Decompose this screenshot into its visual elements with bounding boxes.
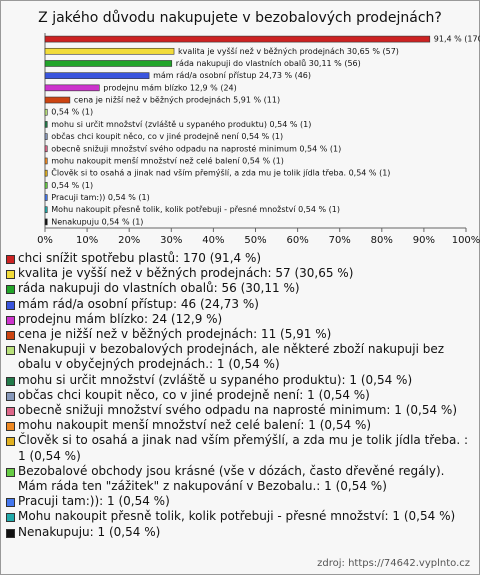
legend-item: Pracuji tam:)): 1 (0,54 %) [6, 494, 472, 509]
bar [44, 35, 431, 43]
x-tick-label: 40% [202, 235, 224, 246]
legend-swatch [6, 422, 15, 432]
legend-swatch [6, 300, 15, 310]
legend-swatch [6, 513, 15, 523]
value-label: kvalita je vyšší než v běžných prodejnác… [178, 46, 399, 56]
legend-label: Bezobalové obchody jsou krásné (vše v dó… [18, 463, 445, 494]
x-tick-label: 90% [413, 235, 435, 246]
legend-item: Mohu nakoupit přesně tolik, kolik potřeb… [6, 509, 472, 524]
legend-label: mám rád/a osobní přístup: 46 (24,73 %) [18, 296, 259, 311]
value-label: obecně snižuji množství svého odpadu na … [51, 143, 341, 153]
bar [44, 133, 48, 140]
bar [44, 169, 48, 177]
legend-swatch [6, 376, 15, 386]
legend-item: Nenakupuju: 1 (0,54 %) [6, 525, 472, 540]
value-label: cena je nižší než v běžných prodejnách 5… [74, 95, 280, 105]
legend-label: Nenakupuju: 1 (0,54 %) [18, 524, 161, 539]
chart: Z jakého důvodu nakupujete v bezobalovýc… [37, 10, 480, 246]
bar [44, 145, 48, 153]
bar [44, 194, 48, 201]
legend-label: občas chci koupit něco, co v jiné prodej… [18, 387, 370, 402]
x-tick-label: 10% [76, 235, 98, 246]
legend-item: cena je nižší než v běžných prodejnách: … [6, 327, 472, 342]
legend-swatch [6, 346, 15, 356]
legend-item: ráda nakupuji do vlastních obalů: 56 (30… [6, 281, 472, 296]
legend-swatch [6, 315, 15, 325]
value-label: 0,54 % (1) [51, 108, 93, 117]
legend-item: Nenakupuji v bezobalových prodejnách, al… [6, 342, 472, 372]
x-tick-label: 0% [37, 235, 53, 246]
legend-item: mohu nakoupit menší množství než celé ba… [6, 418, 472, 433]
legend-item: chci snížit spotřebu plastů: 170 (91,4 %… [6, 251, 472, 266]
legend-label: prodejnu mám blízko: 24 (12,9 %) [18, 311, 223, 326]
legend-swatch [6, 285, 15, 295]
x-tick-label: 70% [329, 235, 351, 246]
bar [44, 47, 175, 55]
x-tick-label: 20% [118, 235, 140, 246]
legend-swatch [6, 498, 15, 508]
bar [44, 157, 48, 165]
bar [44, 84, 100, 92]
legend-swatch [6, 270, 15, 280]
x-tick-label: 30% [160, 235, 182, 246]
bar [44, 206, 48, 214]
legend-item: prodejnu mám blízko: 24 (12,9 %) [6, 312, 472, 327]
bar [44, 218, 48, 226]
legend-label: mohu nakoupit menší množství než celé ba… [18, 418, 372, 433]
value-label: 91,4 % (170) [434, 35, 480, 44]
legend-swatch [6, 391, 15, 401]
bar [44, 72, 150, 79]
value-label: občas chci koupit něco, co v jiné prodej… [51, 131, 283, 141]
legend-label: Pracuji tam:)): 1 (0,54 %) [18, 494, 170, 509]
value-label: ráda nakupuji do vlastních obalů 30,11 %… [176, 58, 361, 68]
legend-item: mohu si určit množství (zvláště u sypané… [6, 373, 472, 388]
value-label: mohu nakoupit menší množství než celé ba… [51, 155, 284, 165]
legend-item: kvalita je vyšší než v běžných prodejnác… [6, 266, 472, 281]
legend-item: obecně snižuji množství svého odpadu na … [6, 403, 472, 418]
x-tick-label: 60% [286, 235, 308, 246]
legend-label: ráda nakupuji do vlastních obalů: 56 (30… [18, 281, 300, 296]
legend-swatch [6, 331, 15, 341]
legend-swatch [6, 467, 15, 477]
legend-label: mohu si určit množství (zvláště u sypané… [18, 372, 413, 387]
x-tick-label: 100% [452, 235, 480, 246]
x-tick-label: 50% [244, 235, 266, 246]
legend-item: mám rád/a osobní přístup: 46 (24,73 %) [6, 297, 472, 312]
value-label: Nenakupuju 0,54 % (1) [51, 217, 143, 226]
bar [44, 96, 71, 104]
legend: chci snížit spotřebu plastů: 170 (91,4 %… [6, 251, 472, 540]
legend-label: cena je nižší než v běžných prodejnách: … [18, 327, 332, 342]
value-label: mám rád/a osobní přístup 24,73 % (46) [153, 71, 311, 80]
legend-label: Člověk si to osahá a jinak nad vším přem… [18, 433, 468, 463]
value-label: Člověk si to osahá a jinak nad vším přem… [51, 167, 390, 178]
legend-label: kvalita je vyšší než v běžných prodejnác… [18, 266, 354, 281]
value-label: mohu si určit množství (zvláště u sypané… [51, 119, 311, 129]
value-label: 0,54 % (1) [51, 181, 93, 190]
legend-label: Nenakupuji v bezobalových prodejnách, al… [18, 342, 445, 372]
legend-swatch [6, 528, 15, 538]
chart-title: Z jakého důvodu nakupujete v bezobalovýc… [38, 10, 442, 26]
legend-item: občas chci koupit něco, co v jiné prodej… [6, 388, 472, 403]
legend-swatch [6, 407, 15, 417]
bar [44, 182, 48, 189]
value-label: Pracuji tam:)) 0,54 % (1) [51, 193, 149, 202]
legend-label: obecně snižuji množství svého odpadu na … [18, 403, 457, 418]
legend-label: chci snížit spotřebu plastů: 170 (91,4 %… [18, 251, 262, 265]
bar [44, 108, 48, 116]
legend-label: Mohu nakoupit přesně tolik, kolik potřeb… [18, 509, 456, 524]
source: zdroj: https://74642.vyplnto.cz [317, 558, 470, 569]
legend-swatch [6, 255, 15, 264]
legend-swatch [6, 437, 15, 447]
x-tick-label: 80% [371, 235, 393, 246]
bar [44, 60, 173, 67]
legend-item: Člověk si to osahá a jinak nad vším přem… [6, 433, 472, 463]
value-label: Mohu nakoupit přesně tolik, kolik potřeb… [51, 204, 340, 214]
value-label: prodejnu mám blízko 12,9 % (24) [103, 83, 236, 92]
legend-item: Bezobalové obchody jsou krásné (vše v dó… [6, 464, 472, 494]
bar [44, 121, 48, 128]
